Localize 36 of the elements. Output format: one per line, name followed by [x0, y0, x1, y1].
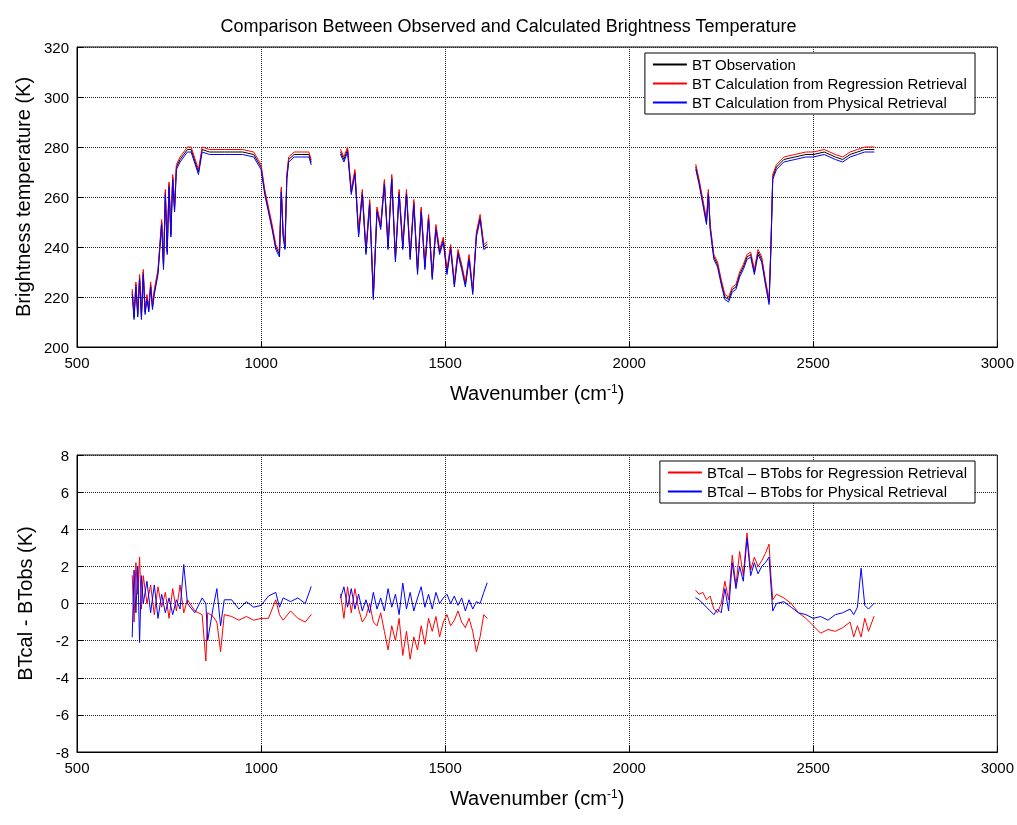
x-tick-label: 3000 [980, 759, 1014, 776]
y-tick-label: 280 [43, 138, 69, 156]
y-tick-label: 240 [43, 238, 69, 256]
y-tick-label: 2 [60, 557, 69, 575]
x-tick-label: 500 [64, 354, 90, 371]
x-tick-label: 1000 [244, 759, 278, 776]
chart-title: Comparison Between Observed and Calculated Brightness Temperature [220, 16, 797, 36]
legend-label: BT Calculation from Physical Retrieval [691, 94, 947, 111]
legend-label: BTcal – BTobs for Regression Retrieval [706, 464, 968, 481]
y-tick-label: 6 [60, 483, 69, 501]
y-tick-label: -2 [55, 632, 69, 650]
y-tick-label: -8 [55, 743, 69, 761]
x-tick-label: 2500 [796, 354, 830, 371]
x-tick-label: 1500 [428, 759, 462, 776]
y-tick-label: 320 [43, 38, 69, 56]
y-tick-label: -4 [55, 669, 69, 687]
legend-label: BT Calculation from Regression Retrieval [691, 75, 967, 92]
y-axis-title: BTcal - BTobs (K) [14, 526, 36, 681]
x-tick-label: 2000 [612, 354, 646, 371]
x-tick-label: 2000 [612, 759, 646, 776]
x-tick-label: 2500 [796, 759, 830, 776]
x-tick-label: 1500 [428, 354, 462, 371]
y-tick-label: 220 [43, 288, 69, 306]
y-tick-label: 0 [60, 595, 69, 612]
y-tick-label: 4 [60, 520, 69, 538]
legend-label: BT Observation [691, 56, 796, 73]
y-tick-label: -6 [55, 706, 69, 724]
x-tick-label: 500 [64, 759, 90, 776]
y-tick-label: 200 [43, 338, 69, 356]
y-tick-label: 8 [60, 446, 69, 464]
y-axis-title: Brightness temperature (K) [12, 76, 35, 318]
x-tick-label: 3000 [980, 354, 1014, 371]
y-tick-label: 260 [43, 188, 69, 206]
y-tick-label: 300 [43, 88, 69, 106]
legend-label: BTcal – BTobs for Physical Retrieval [706, 483, 947, 500]
x-tick-label: 1000 [244, 354, 278, 371]
